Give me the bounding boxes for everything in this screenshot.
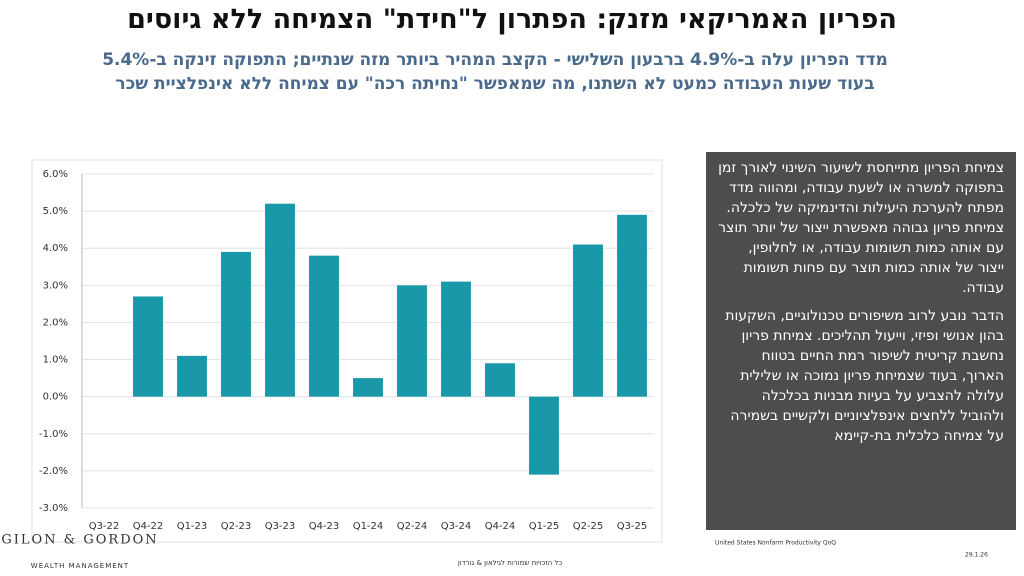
bar: [617, 214, 647, 397]
x-tick-label: Q2-23: [221, 521, 252, 532]
bar: [573, 244, 603, 397]
x-tick-label: Q3-24: [441, 521, 472, 532]
chart-frame: [31, 159, 663, 543]
y-tick-label: 2.0%: [43, 317, 68, 328]
bar: [177, 355, 207, 397]
x-tick-label: Q1-24: [353, 521, 384, 532]
paragraph: צמיחת הפריון מתייחסת לשיעור השינוי לאורך…: [718, 160, 1004, 296]
bar: [353, 378, 383, 397]
y-tick-label: 5.0%: [43, 206, 68, 217]
y-tick-label: 4.0%: [43, 243, 68, 254]
y-tick-label: 6.0%: [43, 169, 68, 180]
bar: [529, 396, 559, 475]
x-tick-label: Q4-24: [485, 521, 516, 532]
source: United States Nonfarm Productivity QoQ: [715, 540, 836, 547]
bar: [397, 285, 427, 397]
x-tick-label: Q3-22: [89, 521, 120, 532]
x-tick-label: Q3-23: [265, 521, 296, 532]
date: 29.1.26: [965, 552, 988, 559]
x-tick-label: Q2-25: [573, 521, 604, 532]
logo: GILON & GORDON: [1, 533, 158, 548]
text-box: צמיחת הפריון מתייחסת לשיעור השינוי לאורך…: [706, 152, 1016, 530]
subtitle-line: מדד הפריון עלה ב-4.9% ברבעון השלישי - הק…: [102, 50, 888, 70]
y-tick-label: 0.0%: [43, 392, 68, 403]
y-tick-label: 3.0%: [43, 280, 68, 291]
x-tick-label: Q1-23: [177, 521, 208, 532]
bar: [309, 255, 339, 397]
x-tick-label: Q2-24: [397, 521, 428, 532]
x-tick-label: Q4-23: [309, 521, 340, 532]
y-tick-label: -1.0%: [39, 429, 68, 440]
logo-sub: WEALTH MANAGEMENT: [31, 562, 129, 570]
paragraph: הדבר נובע לרוב משיפורים טכנולוגיים, השקע…: [725, 308, 1004, 444]
bar: [221, 251, 251, 397]
bar: [265, 203, 295, 397]
y-tick-label: -3.0%: [39, 503, 68, 514]
bar: [441, 281, 471, 397]
y-tick-label: 1.0%: [43, 355, 68, 366]
x-tick-label: Q4-22: [133, 521, 164, 532]
subtitle-line: בעוד שעות העבודה כמעט לא השתנו, מה שמאפש…: [115, 74, 875, 94]
y-tick-label: -2.0%: [39, 466, 68, 477]
x-tick-label: Q3-25: [617, 521, 648, 532]
slide-title: הפריון האמריקאי מזנק: הפתרון ל"חידת" הצמ…: [127, 4, 897, 35]
bar: [485, 363, 515, 397]
copyright: כל הזכויות שמורות לגילאון & גורדון: [458, 559, 563, 567]
bar: [133, 296, 163, 397]
x-tick-label: Q1-25: [529, 521, 560, 532]
